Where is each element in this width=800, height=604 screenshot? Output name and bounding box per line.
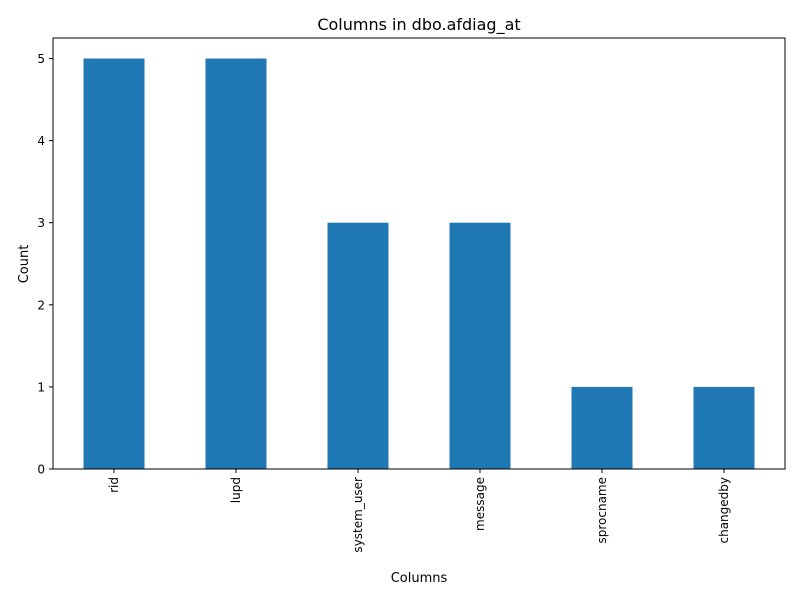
y-tick-label: 0	[37, 463, 45, 477]
x-tick-label: lupd	[229, 477, 243, 503]
y-axis: 0 1 2 3 4 5	[37, 52, 53, 477]
x-tick-label: system_user	[351, 477, 365, 553]
y-tick-label: 5	[37, 52, 45, 66]
x-tick-label: sprocname	[595, 477, 609, 544]
plot-area	[52, 37, 786, 470]
y-tick-label: 3	[37, 216, 45, 230]
bar-message	[449, 222, 511, 469]
y-axis-label: Count	[17, 245, 32, 284]
bar-system-user	[327, 222, 389, 469]
plot-frame	[52, 37, 786, 470]
x-tick-label: rid	[107, 477, 121, 493]
x-tick-label: changedby	[717, 477, 731, 544]
y-tick-label: 4	[37, 134, 45, 148]
bar-lupd	[205, 58, 267, 470]
bar-changedby	[693, 386, 755, 469]
y-tick-label: 1	[37, 380, 45, 394]
x-axis: rid lupd system_user message sprocname change…	[107, 469, 731, 553]
chart-title: Columns in dbo.afdiag_at	[317, 15, 520, 35]
x-axis-label: Columns	[391, 571, 448, 586]
x-tick-label: message	[473, 477, 487, 531]
bar-sprocname	[571, 386, 633, 469]
bar-rid	[83, 58, 145, 470]
y-tick-label: 2	[37, 298, 45, 312]
